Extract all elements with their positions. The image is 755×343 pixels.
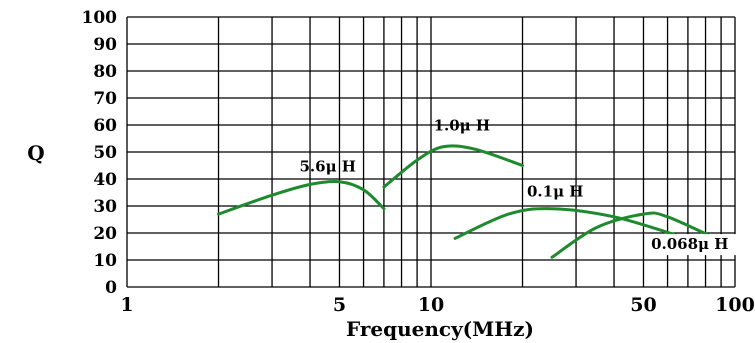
series-lines: [217, 144, 723, 259]
series-line: [217, 179, 386, 216]
y-tick-label: 100: [82, 8, 118, 28]
y-tick-labels: 0 10 20 30 40 50 60 70 80 90 100: [82, 8, 118, 298]
series-label-background: [647, 234, 755, 256]
y-tick-label: 50: [93, 143, 117, 163]
x-tick-label: 10: [418, 294, 444, 316]
series-line: [382, 144, 524, 189]
x-tick-label: 100: [715, 294, 755, 316]
x-tick-label: 5: [333, 294, 346, 316]
series-label: 0.1μ H: [527, 183, 583, 201]
y-tick-label: 30: [93, 197, 117, 217]
y-axis-label: Q: [27, 141, 44, 165]
x-tick-labels: 1 5 10 50 100: [120, 294, 754, 316]
x-tick-label: 50: [630, 294, 656, 316]
y-tick-label: 90: [93, 35, 117, 55]
series-label: 0.068μ H: [651, 235, 728, 253]
series-label: 5.6μ H: [299, 158, 355, 176]
series-label: 1.0μ H: [434, 117, 490, 135]
y-tick-label: 70: [93, 89, 117, 109]
y-tick-label: 20: [93, 224, 117, 244]
y-tick-label: 40: [93, 170, 117, 190]
series-labels: 5.6μ H 1.0μ H 0.1μ H 0.068μ H: [299, 117, 755, 256]
x-tick-label: 1: [120, 294, 133, 316]
y-tick-label: 0: [105, 278, 117, 298]
y-tick-label: 10: [93, 251, 117, 271]
y-tick-label: 80: [93, 62, 117, 82]
series-line: [550, 211, 723, 259]
x-axis-label: Frequency(MHz): [346, 317, 534, 341]
series-line: [453, 207, 680, 240]
grid: [126, 16, 736, 288]
y-tick-label: 60: [93, 116, 117, 136]
